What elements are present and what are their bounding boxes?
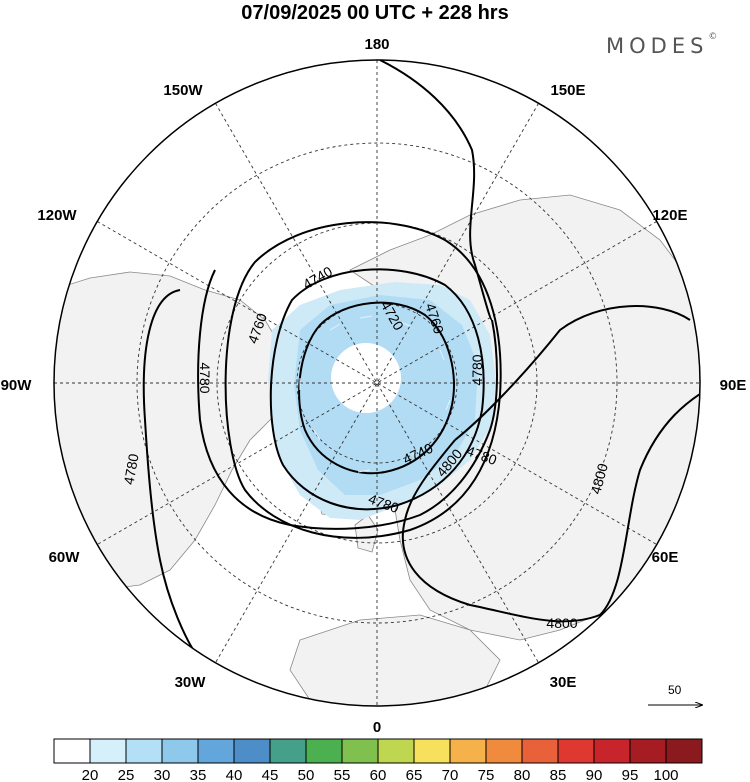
longitude-label: 90E [720, 377, 747, 394]
colorbar-swatch [341, 738, 379, 764]
longitude-labels: 180 150E 120E 90E 60E 30E 0 30W 60W 90W 120W 150W [1, 36, 747, 736]
colorbar-swatch [305, 738, 343, 764]
longitude-label: 30W [175, 674, 207, 691]
colorbar-swatch [377, 738, 415, 764]
colorbar-swatch [449, 738, 487, 764]
colorbar-label: 80 [514, 767, 531, 782]
contour-4740 [269, 268, 485, 511]
colorbar-label: 45 [262, 767, 279, 782]
contour-4780-pacific [379, 60, 493, 321]
longitude-label: 90W [1, 377, 33, 394]
colorbar-swatch [125, 738, 163, 764]
longitude-label: 180 [364, 36, 389, 53]
colorbar-swatch [413, 738, 451, 764]
brand-name: MODES [606, 34, 709, 58]
colorbar-label: 40 [226, 767, 243, 782]
longitude-label: 0 [373, 719, 381, 736]
colorbar-label: 35 [190, 767, 207, 782]
colorbar-swatch [521, 738, 559, 764]
colorbar-label: 75 [478, 767, 495, 782]
contour-label: 4800 [587, 461, 611, 495]
colorbar-swatch [485, 738, 523, 764]
vector-scale: 50 [648, 683, 702, 705]
contour-label: 4780 [469, 354, 485, 385]
colorbar-swatch [197, 738, 235, 764]
contour-4720 [298, 301, 455, 475]
contour-4800-inner [404, 439, 456, 521]
land-north-america [54, 271, 291, 591]
brand-mark: © [708, 32, 718, 42]
colorbar-label: 60 [370, 767, 387, 782]
wind-vectors [299, 315, 451, 473]
colorbar-label: 50 [298, 767, 315, 782]
longitude-label: 60E [652, 549, 679, 566]
longitude-label: 30E [550, 674, 577, 691]
chart-title: 07/09/2025 00 UTC + 228 hrs [241, 2, 509, 24]
colorbar: 20 25 30 35 40 45 50 55 60 65 70 75 80 85 90 95 100 [53, 738, 703, 782]
colorbar-label: 20 [82, 767, 99, 782]
contour-4800-east [454, 305, 691, 441]
colorbar-label: 30 [154, 767, 171, 782]
colorbar-label: 70 [442, 767, 459, 782]
longitude-label: 150W [163, 82, 203, 99]
colorbar-label: 90 [586, 767, 603, 782]
colorbar-label: 55 [334, 767, 351, 782]
contour-label: 4800 [546, 615, 577, 631]
colorbar-swatch [665, 738, 703, 764]
vector-scale-label: 50 [668, 683, 682, 697]
brand-logo: MODES© [606, 32, 718, 58]
colorbar-label: 100 [653, 767, 678, 782]
longitude-label: 120W [37, 207, 77, 224]
colorbar-label: 85 [550, 767, 567, 782]
colorbar-label: 65 [406, 767, 423, 782]
contour-4780-west [142, 289, 201, 661]
contour-label: 4780 [120, 452, 141, 486]
colorbar-swatch [89, 738, 127, 764]
colorbar-label: 25 [118, 767, 135, 782]
colorbar-swatch [593, 738, 631, 764]
latitude-circle-60 [136, 142, 618, 624]
contour-label: 4780 [197, 362, 213, 393]
colorbar-swatch [269, 738, 307, 764]
colorbar-swatch [53, 738, 91, 764]
longitude-label: 60W [49, 549, 81, 566]
longitude-label: 120E [652, 207, 687, 224]
colorbar-swatch [161, 738, 199, 764]
contour-4800-south [401, 389, 700, 623]
map-boundary [53, 59, 701, 707]
colorbar-swatch [233, 738, 271, 764]
colorbar-label: 95 [622, 767, 639, 782]
contour-4780-inner [197, 269, 498, 530]
colorbar-swatch [629, 738, 667, 764]
height-contours [142, 60, 700, 661]
wind-shading-core [331, 343, 401, 413]
graticule [54, 60, 700, 706]
colorbar-swatch [557, 738, 595, 764]
longitude-label: 150E [550, 82, 585, 99]
contour-4760 [224, 221, 502, 539]
